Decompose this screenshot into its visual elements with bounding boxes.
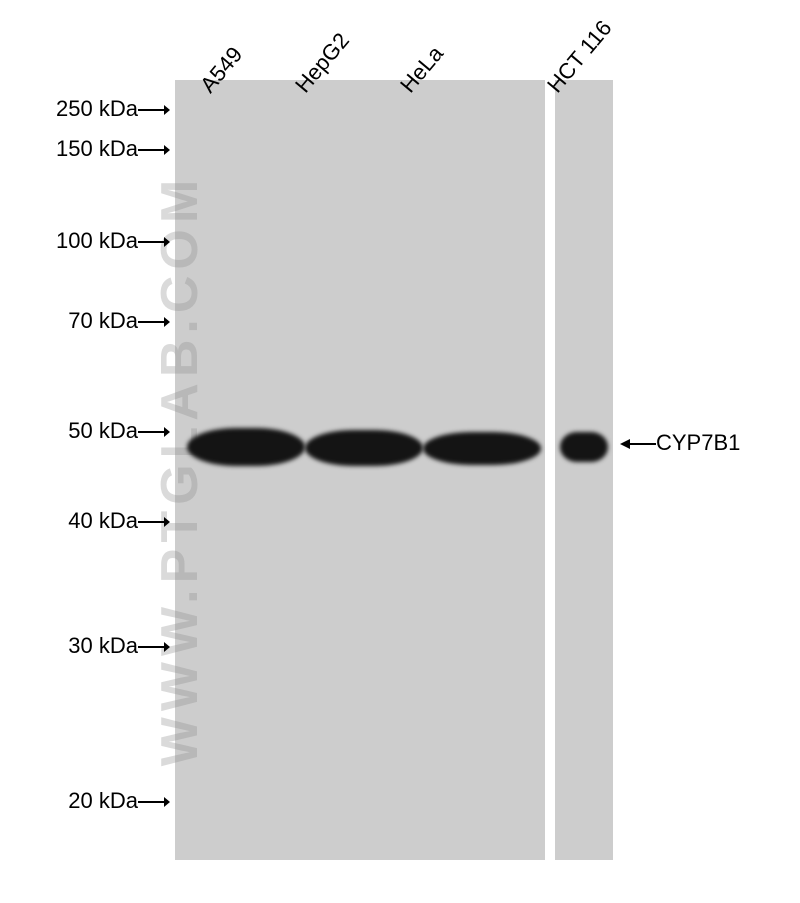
- arrow-right-icon: [138, 515, 170, 529]
- marker-text: 150 kDa: [56, 136, 138, 161]
- arrow-right-icon: [138, 103, 170, 117]
- marker-40kda: 40 kDa: [0, 508, 170, 534]
- band-hela: [423, 432, 541, 465]
- marker-text: 30 kDa: [68, 633, 138, 658]
- arrow-right-icon: [138, 795, 170, 809]
- arrow-left-icon: [620, 437, 656, 451]
- marker-70kda: 70 kDa: [0, 308, 170, 334]
- arrow-right-icon: [138, 143, 170, 157]
- marker-100kda: 100 kDa: [0, 228, 170, 254]
- blot-main-membrane: [175, 80, 545, 860]
- band-a549: [187, 428, 305, 466]
- blot-strip-membrane: [555, 80, 613, 860]
- target-label: CYP7B1: [620, 430, 740, 456]
- arrow-right-icon: [138, 235, 170, 249]
- arrow-right-icon: [138, 425, 170, 439]
- marker-50kda: 50 kDa: [0, 418, 170, 444]
- band-hepg2: [305, 430, 423, 466]
- marker-text: 250 kDa: [56, 96, 138, 121]
- marker-text: 50 kDa: [68, 418, 138, 443]
- marker-text: 70 kDa: [68, 308, 138, 333]
- marker-150kda: 150 kDa: [0, 136, 170, 162]
- figure-container: WWW.PTGLAB.COM A549 HepG2 HeLa HCT 116 2…: [0, 0, 800, 903]
- marker-30kda: 30 kDa: [0, 633, 170, 659]
- arrow-right-icon: [138, 640, 170, 654]
- marker-text: 20 kDa: [68, 788, 138, 813]
- marker-250kda: 250 kDa: [0, 96, 170, 122]
- marker-20kda: 20 kDa: [0, 788, 170, 814]
- target-text: CYP7B1: [656, 430, 740, 455]
- marker-text: 40 kDa: [68, 508, 138, 533]
- marker-text: 100 kDa: [56, 228, 138, 253]
- band-hct116: [560, 432, 608, 462]
- arrow-right-icon: [138, 315, 170, 329]
